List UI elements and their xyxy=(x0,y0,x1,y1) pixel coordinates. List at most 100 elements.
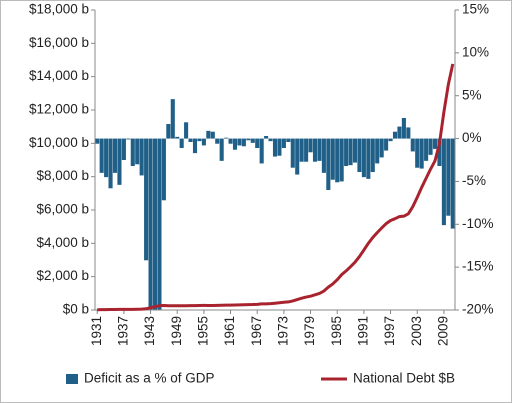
bar xyxy=(308,138,313,153)
bar xyxy=(215,138,220,144)
bar xyxy=(366,138,371,179)
x-tick-label: 1979 xyxy=(302,316,317,346)
bar xyxy=(295,138,300,175)
bar xyxy=(148,138,153,310)
bar xyxy=(139,138,144,176)
bar xyxy=(317,138,322,161)
bar xyxy=(441,138,446,226)
bar xyxy=(104,138,109,178)
bar xyxy=(264,136,269,139)
bar xyxy=(321,138,326,173)
y2-tick-label: -15% xyxy=(462,259,494,274)
bar xyxy=(304,138,309,162)
x-tick-label: 1937 xyxy=(115,316,130,346)
y-tick-label: $0 b xyxy=(63,302,89,317)
bar xyxy=(161,138,166,201)
x-tick-label: 1955 xyxy=(195,316,210,346)
legend-swatch xyxy=(66,374,78,384)
bar xyxy=(170,99,175,139)
x-tick-label: 2003 xyxy=(409,316,424,346)
bar xyxy=(206,130,211,139)
bar xyxy=(424,138,429,161)
bar xyxy=(432,138,438,149)
x-tick-label: 2009 xyxy=(435,316,450,346)
bar xyxy=(268,138,273,142)
bar xyxy=(210,131,215,139)
bar xyxy=(335,138,340,183)
x-tick-label: 1991 xyxy=(355,316,370,346)
debt-line xyxy=(97,63,455,312)
bar xyxy=(397,126,402,139)
bar xyxy=(255,138,260,148)
y-tick-label: $12,000 b xyxy=(29,102,89,117)
bar xyxy=(312,138,318,162)
bar xyxy=(144,138,149,261)
bar xyxy=(192,138,198,154)
bar xyxy=(224,137,229,139)
bar xyxy=(406,127,411,139)
y2-tick-label: 0% xyxy=(462,130,482,145)
bar xyxy=(419,138,424,169)
bar xyxy=(117,138,122,185)
bar xyxy=(375,138,380,164)
bar xyxy=(108,138,113,189)
x-tick-label: 1943 xyxy=(142,316,157,346)
bar xyxy=(241,138,246,147)
bar xyxy=(197,138,202,142)
bar xyxy=(277,138,282,156)
bar xyxy=(272,138,278,157)
bar xyxy=(175,136,180,139)
bar xyxy=(450,138,455,229)
bar xyxy=(219,138,224,161)
bar xyxy=(352,138,358,163)
y-tick-label: $10,000 b xyxy=(29,135,89,150)
y-tick-label: $14,000 b xyxy=(29,68,89,83)
bar xyxy=(179,138,184,148)
y2-tick-label: 10% xyxy=(462,44,489,59)
bar-layer xyxy=(95,99,455,310)
bar xyxy=(184,122,189,139)
y2-tick-label: 5% xyxy=(462,87,482,102)
bar xyxy=(339,138,344,182)
legend-label: Deficit as a % of GDP xyxy=(84,371,215,386)
bar xyxy=(112,138,118,173)
bar xyxy=(95,138,100,144)
y2-tick-label: 15% xyxy=(462,2,489,17)
bar xyxy=(446,138,451,216)
bar xyxy=(135,138,140,165)
bar xyxy=(388,138,393,142)
bar xyxy=(188,138,193,142)
x-tick-label: 1985 xyxy=(329,316,344,346)
bar xyxy=(344,138,349,166)
bar xyxy=(281,138,286,148)
bar xyxy=(290,138,295,168)
bar xyxy=(259,138,264,164)
x-tick-label: 1997 xyxy=(382,316,397,346)
bar xyxy=(237,138,242,146)
bar xyxy=(201,138,206,146)
bar xyxy=(246,138,251,141)
bar xyxy=(166,124,171,139)
bar xyxy=(326,138,331,190)
x-tick-label: 1973 xyxy=(275,316,290,346)
bar xyxy=(392,131,398,139)
bar xyxy=(361,138,366,178)
y2-tick-label: -5% xyxy=(462,173,486,188)
x-tick-label: 1961 xyxy=(222,316,237,346)
bar xyxy=(384,138,389,151)
y-tick-label: $18,000 b xyxy=(29,2,89,17)
y-tick-label: $8,000 b xyxy=(36,168,89,183)
bar xyxy=(410,138,415,152)
bar xyxy=(152,138,158,310)
bar xyxy=(126,138,131,140)
y-tick-label: $2,000 b xyxy=(36,268,89,283)
y2-tick-label: -10% xyxy=(462,216,494,231)
x-tick-label: 1949 xyxy=(169,316,184,346)
bar xyxy=(357,138,362,172)
y-tick-label: $6,000 b xyxy=(36,202,89,217)
bar xyxy=(299,138,304,162)
y-tick-label: $16,000 b xyxy=(29,35,89,50)
x-tick-label: 1967 xyxy=(249,316,264,346)
